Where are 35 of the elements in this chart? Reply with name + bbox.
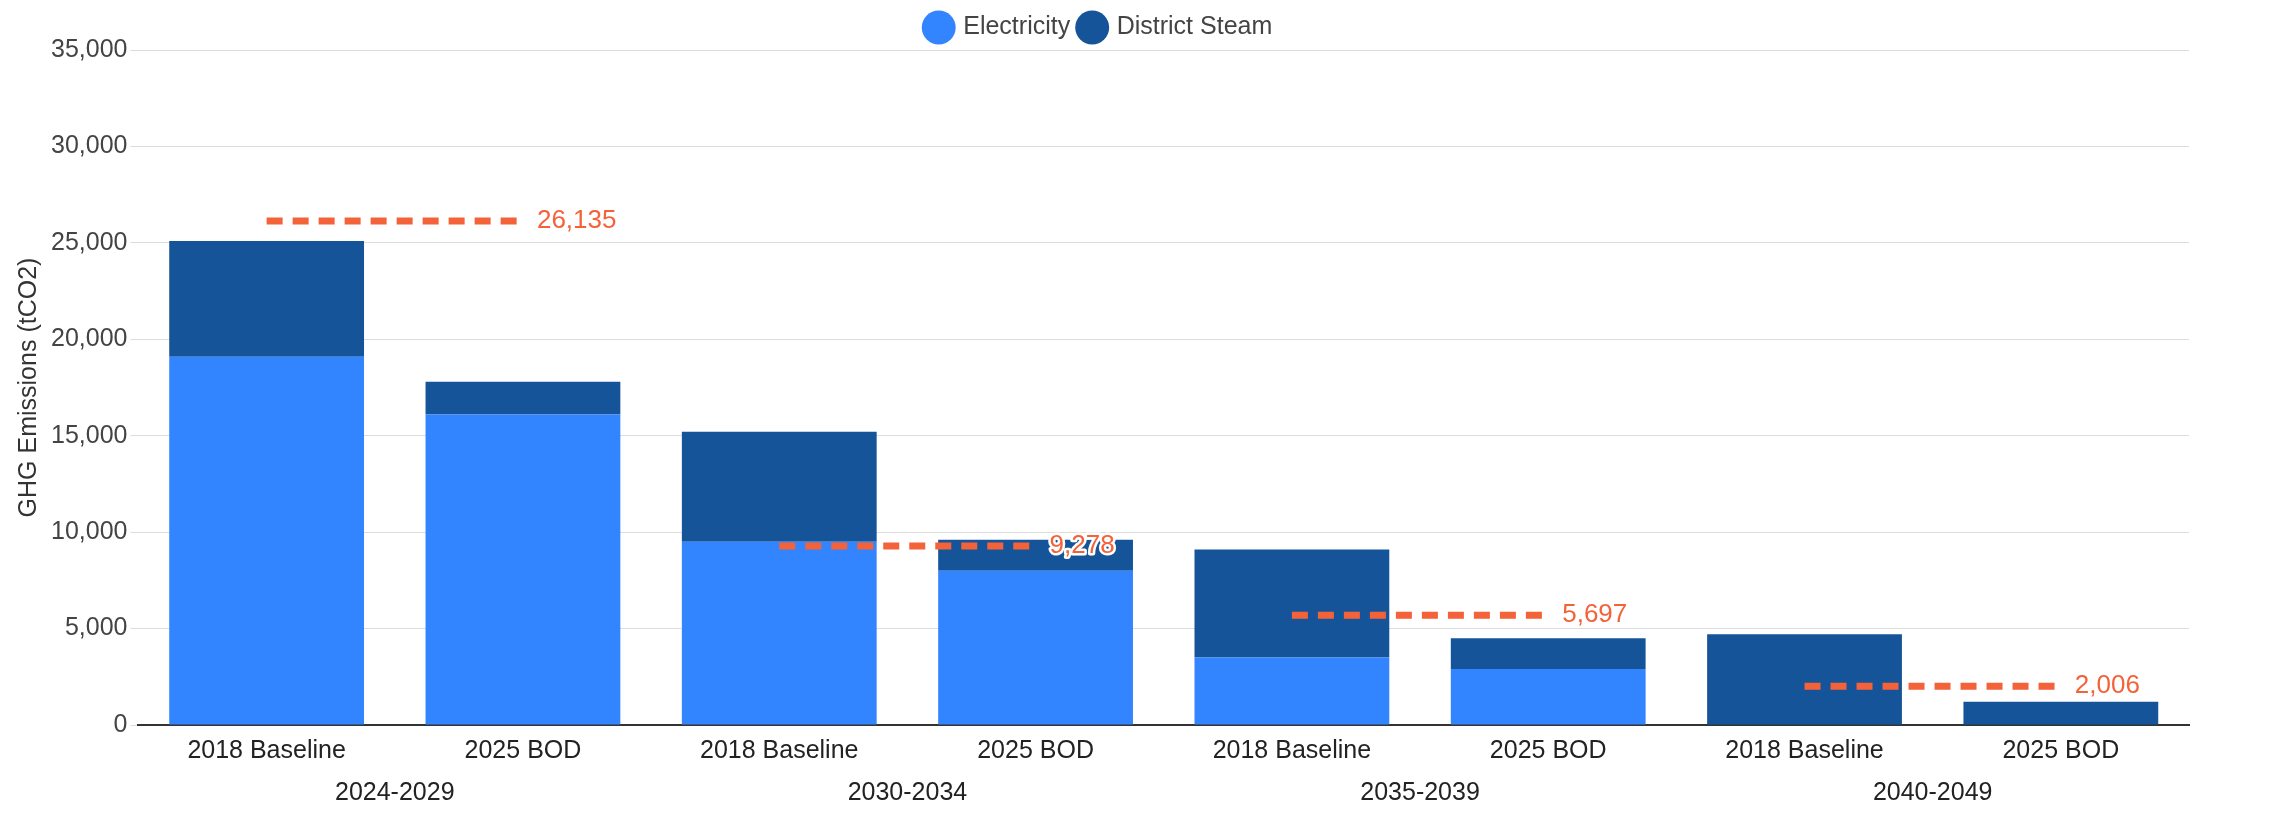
- bar: [938, 570, 1133, 725]
- x-tick-label: 2018 Baseline: [700, 734, 859, 763]
- bar: [169, 356, 365, 725]
- bar: [425, 414, 621, 725]
- y-axis-title: GHG Emissions (tCO2): [12, 257, 41, 518]
- data-label: 2,006: [2074, 669, 2140, 700]
- legend-label: District Steam: [1116, 11, 1273, 40]
- bar: [425, 381, 621, 415]
- x-tick-label: 2025 BOD: [464, 734, 582, 763]
- bar: [169, 240, 365, 357]
- x-tick-label: 2025 BOD: [1489, 734, 1607, 763]
- data-label: 5,697: [1562, 598, 1628, 629]
- y-tick-label: 25,000: [51, 226, 128, 255]
- bar: [1963, 701, 2159, 725]
- x-tick-label: 2025 BOD: [977, 734, 1094, 763]
- text: 2040-2049: [1872, 777, 1993, 806]
- bar: [1194, 657, 1390, 725]
- y-tick-label: 35,000: [51, 33, 128, 62]
- y-tick-label: 20,000: [51, 323, 128, 352]
- x-tick-label: 2018 Baseline: [187, 734, 346, 763]
- legend-label: Electricity: [963, 11, 1071, 40]
- y-tick-label: 10,000: [51, 516, 128, 545]
- y-tick-label: 30,000: [51, 130, 128, 159]
- bar: [1450, 669, 1646, 725]
- bar: [1450, 638, 1646, 670]
- data-label: 26,135: [536, 204, 617, 235]
- text: 2024-2029: [335, 777, 455, 806]
- x-tick-label: 2025 BOD: [2002, 734, 2120, 763]
- x-tick-label: 2018 Baseline: [1725, 734, 1884, 763]
- text: 2035-2039: [1360, 777, 1480, 806]
- text: 2030-2034: [847, 777, 968, 806]
- y-tick-label: 5,000: [64, 612, 128, 641]
- y-tick-label: 0: [113, 708, 128, 737]
- x-tick-label: 2018 Baseline: [1212, 734, 1372, 763]
- y-tick-label: 15,000: [51, 419, 128, 448]
